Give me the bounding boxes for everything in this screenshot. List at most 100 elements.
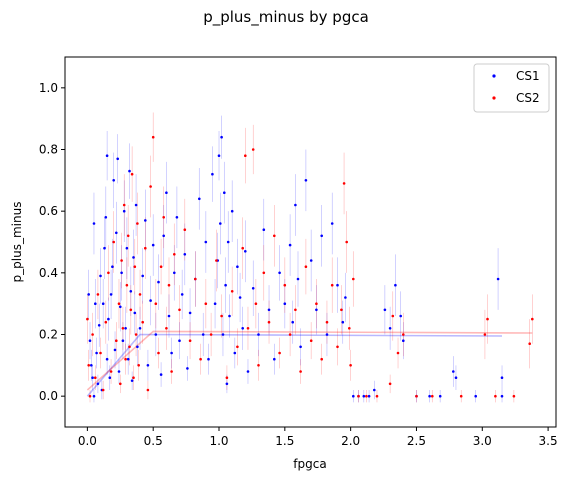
cs2-data-point xyxy=(267,320,271,324)
cs2-data-point xyxy=(352,277,355,281)
cs2-data-point xyxy=(165,327,168,330)
cs1-data-point xyxy=(213,302,217,306)
cs1-data-point xyxy=(103,246,106,250)
cs1-data-point xyxy=(120,271,123,275)
x-tick-label: 2.0 xyxy=(341,434,360,448)
cs2-data-point xyxy=(294,308,297,312)
cs1-data-point xyxy=(165,191,168,194)
cs1-data-point xyxy=(211,172,214,176)
legend-marker-cs2 xyxy=(492,96,496,100)
cs2-data-point xyxy=(299,370,302,373)
cs2-data-point xyxy=(159,265,163,269)
cs2-data-point xyxy=(512,394,516,398)
cs2-data-point xyxy=(391,314,395,318)
cs1-data-point xyxy=(115,231,118,235)
cs1-fit-line xyxy=(86,333,503,397)
cs2-data-point xyxy=(146,388,150,392)
cs1-data-point xyxy=(352,394,355,398)
cs2-data-point xyxy=(345,240,349,244)
cs1-data-point xyxy=(241,327,244,330)
cs1-data-point xyxy=(138,327,142,330)
cs1-data-point xyxy=(159,373,163,376)
cs2-data-point xyxy=(88,394,92,398)
cs1-data-point xyxy=(221,333,225,336)
cs2-data-point xyxy=(188,339,192,343)
cs1-data-point xyxy=(154,333,158,336)
cs1-data-point xyxy=(454,376,458,380)
cs2-data-point xyxy=(133,265,137,269)
cs2-data-point xyxy=(225,376,229,380)
cs2-data-point xyxy=(257,364,260,367)
cs2-data-point xyxy=(396,351,400,355)
plot-frame xyxy=(64,56,557,428)
cs1-data-point xyxy=(178,339,181,343)
cs1-data-point xyxy=(186,367,189,370)
cs1-data-point xyxy=(188,311,192,315)
cs1-data-point xyxy=(119,305,122,309)
cs2-data-point xyxy=(129,308,133,312)
cs2-data-point xyxy=(415,394,418,398)
cs1-data-point xyxy=(278,271,281,275)
cs1-data-point xyxy=(224,283,227,287)
x-tick-label: 1.5 xyxy=(275,434,294,448)
cs2-data-point xyxy=(170,370,173,373)
cs2-data-point xyxy=(342,182,346,185)
cs1-data-point xyxy=(173,271,176,275)
cs1-data-point xyxy=(132,256,135,259)
cs2-data-point xyxy=(325,320,329,324)
cs1-data-point xyxy=(91,376,94,380)
cs1-data-point xyxy=(262,228,266,231)
cs1-data-point xyxy=(452,370,455,373)
cs1-data-point xyxy=(294,203,297,207)
cs2-data-point xyxy=(138,293,142,296)
cs1-data-point xyxy=(90,364,93,367)
cs2-data-point xyxy=(402,333,405,336)
cs1-data-point xyxy=(122,209,126,213)
cs2-data-point xyxy=(104,320,108,324)
legend-marker-cs1 xyxy=(492,74,496,78)
cs2-data-point xyxy=(246,327,250,330)
cs1-data-point xyxy=(383,308,387,312)
cs2-data-point xyxy=(230,290,234,293)
cs2-data-point xyxy=(357,394,360,398)
cs2-data-point xyxy=(251,148,255,151)
cs2-data-point xyxy=(273,234,276,238)
cs2-data-point xyxy=(154,302,158,306)
cs1-data-point xyxy=(129,290,133,293)
cs1-data-point xyxy=(257,333,260,336)
cs1-data-point xyxy=(201,333,205,336)
y-tick-label: 0.8 xyxy=(39,143,58,157)
cs2-data-point xyxy=(99,351,102,355)
cs1-data-point xyxy=(117,370,121,373)
cs1-data-point xyxy=(394,283,397,287)
cs1-data-point xyxy=(130,379,134,383)
cs1-data-point xyxy=(94,302,97,306)
cs1-data-point xyxy=(146,364,150,367)
cs2-data-point xyxy=(348,327,351,330)
cs2-data-point xyxy=(151,135,155,139)
cs2-data-point xyxy=(459,394,463,398)
cs1-data-point xyxy=(273,357,276,361)
cs1-data-point xyxy=(136,345,139,349)
cs1-data-point xyxy=(336,283,339,287)
cs1-data-point xyxy=(296,277,300,281)
cs2-data-point xyxy=(91,333,94,336)
cs1-data-point xyxy=(309,259,313,262)
cs2-data-point xyxy=(320,357,324,361)
cs1-data-point xyxy=(162,234,165,238)
cs2-data-point xyxy=(330,283,334,287)
cs1-data-point xyxy=(330,222,334,225)
cs2-data-point xyxy=(109,370,113,373)
cs2-data-point xyxy=(215,259,218,262)
cs1-data-point xyxy=(474,394,478,398)
cs1-data-point xyxy=(111,265,114,269)
cs2-data-point xyxy=(94,376,97,380)
cs2-data-point xyxy=(209,333,213,336)
cs1-data-point xyxy=(88,339,92,343)
cs1-data-point xyxy=(121,339,125,343)
cs2-data-point xyxy=(199,357,202,361)
cs2-data-point xyxy=(96,293,100,296)
legend-label-cs1: CS1 xyxy=(516,69,540,83)
cs2-data-point xyxy=(136,222,139,225)
cs1-data-point xyxy=(105,154,109,157)
